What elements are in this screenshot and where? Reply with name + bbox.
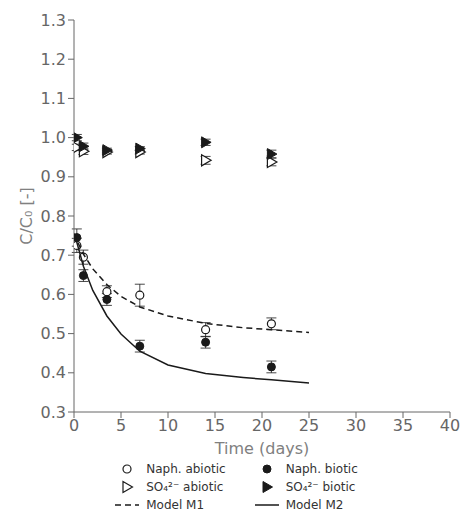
svg-text:0.6: 0.6 bbox=[41, 285, 66, 304]
svg-text:10: 10 bbox=[158, 416, 178, 435]
html-text:Naph. abiotic: Naph. abiotic bbox=[146, 462, 226, 476]
html-text:Model M1: Model M1 bbox=[146, 498, 204, 512]
svg-text:Time (days): Time (days) bbox=[214, 439, 310, 458]
svg-text:5: 5 bbox=[116, 416, 126, 435]
svg-text:20: 20 bbox=[252, 416, 272, 435]
svg-text:30: 30 bbox=[346, 416, 366, 435]
svg-text:0.3: 0.3 bbox=[41, 403, 66, 422]
svg-text:0.7: 0.7 bbox=[41, 246, 66, 265]
html-text:SO₄²⁻ biotic: SO₄²⁻ biotic bbox=[285, 480, 356, 494]
svg-text:0.8: 0.8 bbox=[41, 207, 66, 226]
svg-text:C/C₀ [-]: C/C₀ [-] bbox=[17, 187, 36, 245]
svg-text:1.2: 1.2 bbox=[41, 50, 66, 69]
svg-text:0: 0 bbox=[69, 416, 79, 435]
svg-text:1.3: 1.3 bbox=[41, 11, 66, 30]
svg-text:15: 15 bbox=[205, 416, 225, 435]
svg-text:0.5: 0.5 bbox=[41, 324, 66, 343]
svg-text:0.9: 0.9 bbox=[41, 167, 66, 186]
svg-text:1.1: 1.1 bbox=[41, 89, 66, 108]
svg-text:25: 25 bbox=[299, 416, 319, 435]
svg-text:0.4: 0.4 bbox=[41, 363, 66, 382]
svg-text:35: 35 bbox=[393, 416, 413, 435]
svg-text:40: 40 bbox=[440, 416, 460, 435]
html-text:Model M2: Model M2 bbox=[285, 498, 344, 512]
svg-text:1.0: 1.0 bbox=[41, 128, 66, 147]
html-text:SO₄²⁻ abiotic: SO₄²⁻ abiotic bbox=[146, 480, 224, 494]
html-text:Naph. biotic: Naph. biotic bbox=[285, 462, 358, 476]
